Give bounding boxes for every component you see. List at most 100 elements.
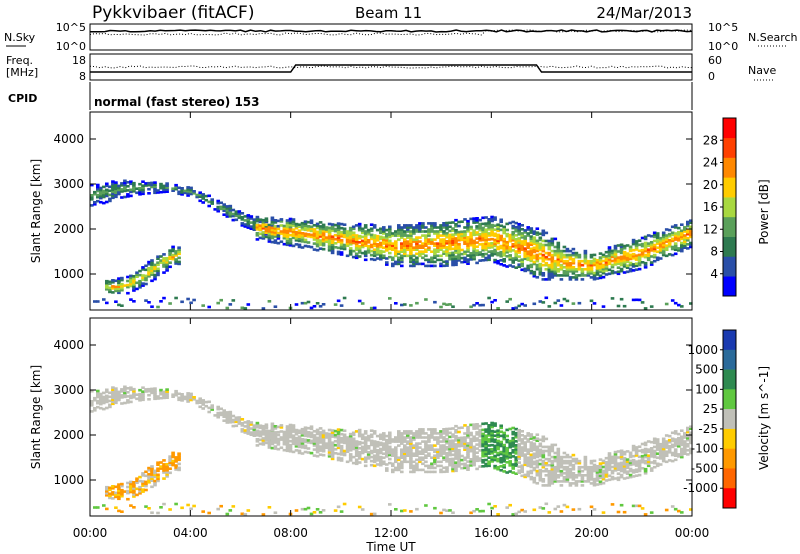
power-cell <box>610 263 615 267</box>
power-cell <box>388 245 392 249</box>
power-cell <box>177 250 181 254</box>
velocity-cell <box>583 455 588 459</box>
power-cell <box>502 225 506 229</box>
power-cell <box>165 190 169 193</box>
velocity-cell <box>309 431 314 435</box>
power-cell <box>403 224 407 227</box>
velocity-cell <box>592 463 597 467</box>
power-cell <box>207 204 211 208</box>
velocity-cell <box>300 442 305 445</box>
velocity-cell <box>216 411 220 415</box>
power-cell <box>604 257 609 260</box>
velocity-cell <box>535 473 540 477</box>
velocity-cell <box>646 450 651 453</box>
power-cell <box>189 188 193 192</box>
velocity-cell <box>514 512 518 516</box>
velocity-cell <box>616 464 621 467</box>
velocity-cell <box>604 475 609 478</box>
velocity-cell <box>424 440 428 443</box>
velocity-cell <box>379 457 383 461</box>
velocity-cell <box>628 467 633 471</box>
power-cell <box>532 254 537 258</box>
power-cell <box>463 240 467 243</box>
power-cell <box>613 259 618 262</box>
power-cell <box>445 248 449 251</box>
velocity-cell <box>385 455 389 458</box>
velocity-cell <box>333 448 338 451</box>
power-cell <box>523 231 527 234</box>
velocity-cell <box>532 456 537 460</box>
velocity-cell <box>628 451 633 455</box>
velocity-cell <box>318 435 323 438</box>
velocity-cell <box>117 485 121 488</box>
power-cell <box>646 248 651 251</box>
velocity-cell <box>511 463 515 466</box>
power-cell <box>619 249 624 253</box>
power-cell <box>285 229 290 232</box>
velocity-panel-frame <box>89 317 693 517</box>
power-cell <box>406 242 410 245</box>
velocity-cell <box>433 456 437 459</box>
velocity-cell <box>132 483 136 486</box>
power-cell <box>535 233 540 236</box>
velocity-cell <box>391 450 395 453</box>
velocity-cell <box>686 453 690 456</box>
velocity-cell <box>342 433 347 437</box>
power-cell <box>565 253 570 257</box>
power-cell <box>252 222 257 225</box>
power-cell <box>484 246 488 250</box>
power-cell <box>406 248 410 251</box>
velocity-cell <box>481 438 485 442</box>
velocity-cell <box>514 446 518 449</box>
power-cell <box>574 278 579 281</box>
power-cell <box>123 183 127 187</box>
velocity-cell <box>532 446 537 450</box>
velocity-cell <box>129 504 133 507</box>
velocity-cell <box>680 429 684 432</box>
velocity-cell <box>454 453 458 456</box>
velocity-cell <box>484 450 488 454</box>
power-cell <box>502 239 506 243</box>
velocity-cell <box>105 398 109 402</box>
velocity-cell <box>478 434 482 438</box>
power-cell <box>117 277 121 280</box>
velocity-cell <box>673 450 678 453</box>
velocity-cell <box>532 442 537 445</box>
velocity-cell <box>583 463 588 467</box>
power-cell <box>595 271 600 274</box>
power-cell <box>520 224 524 227</box>
velocity-cell <box>469 441 473 445</box>
velocity-cell <box>484 462 488 466</box>
power-cell <box>120 286 124 290</box>
power-cell <box>412 260 416 264</box>
power-cell <box>117 279 121 282</box>
power-cell <box>559 257 564 261</box>
power-cell <box>655 256 660 260</box>
power-cell <box>255 238 260 241</box>
velocity-cell <box>400 464 404 468</box>
power-cell <box>463 234 467 237</box>
power-cell <box>135 287 139 291</box>
velocity-cell <box>667 451 672 454</box>
power-cell <box>445 231 449 235</box>
power-cell <box>658 251 663 254</box>
power-cell <box>372 234 377 237</box>
power-cell <box>454 247 458 250</box>
velocity-cell <box>565 474 570 477</box>
velocity-cell <box>571 508 576 511</box>
power-cell <box>457 257 461 260</box>
power-cell <box>640 301 645 304</box>
velocity-cell <box>580 478 585 481</box>
power-cell <box>351 237 356 241</box>
power-cell <box>315 226 320 230</box>
velocity-cell <box>90 389 94 393</box>
power-cell <box>276 237 281 240</box>
velocity-cell <box>261 433 266 436</box>
power-cell <box>448 253 452 257</box>
power-cell <box>354 252 359 256</box>
power-cell <box>689 225 693 229</box>
velocity-cell <box>279 430 284 433</box>
power-cell <box>520 246 524 249</box>
velocity-cell <box>670 443 675 447</box>
power-cell <box>153 275 157 279</box>
